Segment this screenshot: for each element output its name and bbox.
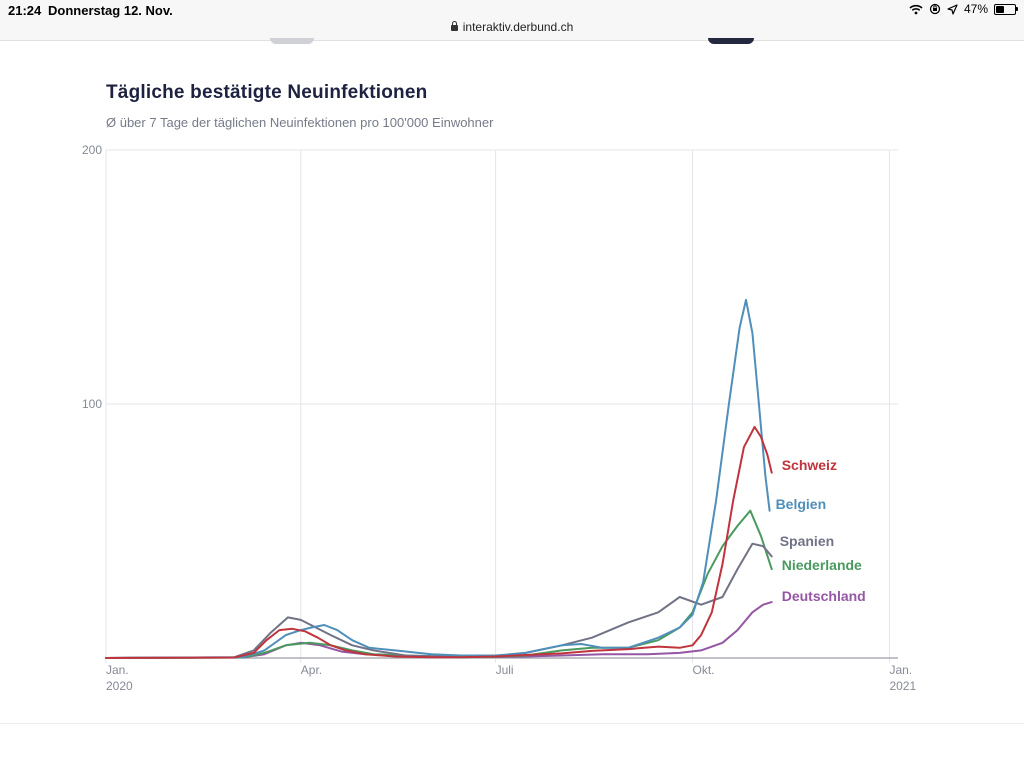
y-tick-label-100: 100	[82, 397, 102, 411]
series-line-belgien	[105, 298, 771, 659]
series-line-schweiz	[105, 425, 773, 659]
x-tick-label-1: Apr.	[301, 663, 322, 677]
toggle-tab-right[interactable]	[708, 38, 754, 44]
battery-percent: 47%	[963, 2, 988, 16]
x-tick-label-4: Jan.	[889, 663, 912, 677]
ios-status-bar: 21:24 Donnerstag 12. Nov. interaktiv.der…	[0, 0, 1024, 41]
divider	[0, 723, 1024, 724]
toggle-tab-left[interactable]	[270, 38, 314, 44]
series-label-deutschland: Deutschland	[782, 588, 866, 604]
series-label-niederlande: Niederlande	[782, 557, 862, 573]
address-bar[interactable]: interaktiv.derbund.ch	[0, 20, 1024, 34]
location-icon	[947, 3, 958, 15]
x-tick-sublabel-4: 2021	[889, 679, 916, 693]
battery-icon	[994, 3, 1018, 15]
x-tick-label-3: Okt.	[693, 663, 715, 677]
x-tick-label-0: Jan.	[106, 663, 129, 677]
screen-lock-icon	[929, 3, 941, 15]
series-line-niederlande	[105, 509, 773, 659]
status-date: Donnerstag 12. Nov.	[48, 3, 173, 18]
status-right: 47%	[909, 2, 1018, 16]
series-label-schweiz: Schweiz	[782, 457, 837, 473]
series-label-belgien: Belgien	[776, 496, 827, 512]
y-tick-label-200: 200	[82, 143, 102, 157]
x-tick-label-2: Juli	[496, 663, 514, 677]
series-line-spanien	[105, 542, 773, 659]
series-label-spanien: Spanien	[780, 533, 834, 549]
series-line-deutschland	[105, 601, 773, 659]
wifi-icon	[909, 4, 923, 14]
address-url: interaktiv.derbund.ch	[462, 20, 574, 34]
chart-title: Tägliche bestätigte Neuinfektionen	[106, 82, 428, 103]
chart-subtitle: Ø über 7 Tage der täglichen Neuinfektion…	[106, 115, 494, 130]
status-time: 21:24	[8, 3, 42, 18]
x-tick-sublabel-0: 2020	[106, 679, 133, 693]
lock-icon	[450, 21, 458, 31]
